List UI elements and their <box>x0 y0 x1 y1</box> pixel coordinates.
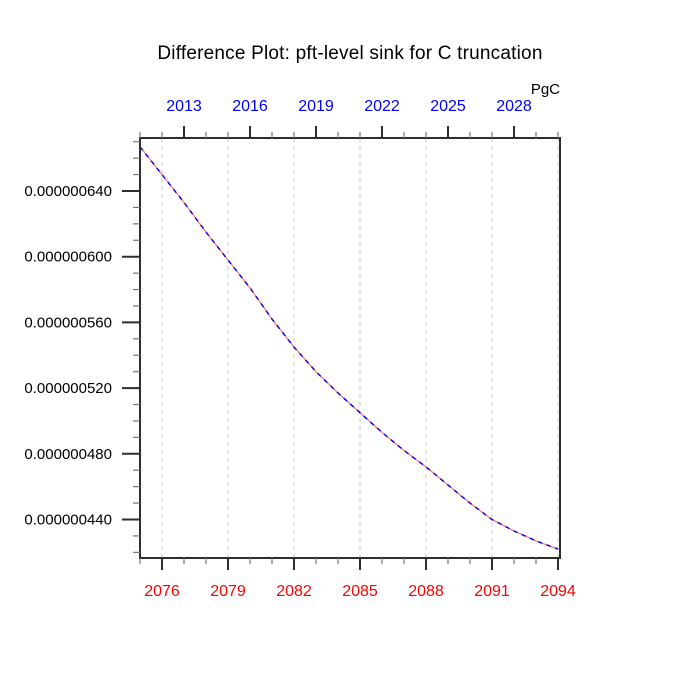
x-top-tick-label: 2019 <box>298 98 334 115</box>
y-tick-label: 0.000000560 <box>24 314 112 331</box>
x-top-tick-label: 2025 <box>430 98 466 115</box>
plot-box <box>139 137 561 559</box>
y-tick-label: 0.000000520 <box>24 380 112 397</box>
y-tick-label: 0.000000440 <box>24 512 112 529</box>
x-bottom-tick-label: 2079 <box>210 583 246 600</box>
x-top-tick-label: 2016 <box>232 98 268 115</box>
x-bottom-tick-label: 2076 <box>144 583 180 600</box>
data-line-red <box>139 146 559 550</box>
x-bottom-tick-label: 2082 <box>276 583 312 600</box>
x-bottom-tick-label: 2085 <box>342 583 378 600</box>
x-bottom-tick-label: 2094 <box>540 583 576 600</box>
plot-title: Difference Plot: pft-level sink for C tr… <box>157 43 543 64</box>
data-line-blue-dash <box>139 146 559 550</box>
y-tick-label: 0.000000480 <box>24 446 112 463</box>
x-bottom-tick-label: 2091 <box>474 583 510 600</box>
y-tick-label: 0.000000640 <box>24 183 112 200</box>
x-top-tick-label: 2022 <box>364 98 400 115</box>
top-axis-unit-label: PgC <box>530 81 560 98</box>
x-bottom-tick-label: 2088 <box>408 583 444 600</box>
x-top-tick-label: 2028 <box>496 98 532 115</box>
y-tick-label: 0.000000600 <box>24 249 112 266</box>
x-top-tick-label: 2013 <box>166 98 202 115</box>
